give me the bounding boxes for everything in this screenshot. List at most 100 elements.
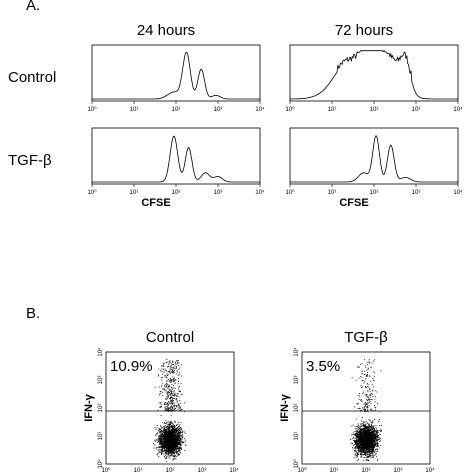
dot xyxy=(176,440,178,442)
dot xyxy=(367,427,369,429)
dot xyxy=(356,434,357,436)
dot xyxy=(176,438,177,440)
dot xyxy=(167,430,169,432)
dot xyxy=(368,428,370,429)
dot xyxy=(166,422,167,424)
dot xyxy=(368,449,370,451)
dot xyxy=(356,439,358,441)
dot xyxy=(178,378,179,380)
dot xyxy=(353,434,355,436)
dot xyxy=(368,450,370,452)
dot xyxy=(172,438,173,440)
dot xyxy=(167,403,169,405)
dot xyxy=(169,432,170,434)
dot xyxy=(173,379,174,381)
dot xyxy=(165,408,167,409)
dot xyxy=(365,398,367,400)
dot xyxy=(171,453,173,455)
dot xyxy=(170,393,171,395)
dot xyxy=(163,453,165,455)
dot xyxy=(159,435,161,437)
dot xyxy=(355,439,357,441)
dot xyxy=(168,428,170,430)
dot xyxy=(355,431,357,433)
dot xyxy=(166,427,168,429)
dot xyxy=(176,405,178,407)
dot xyxy=(359,447,361,449)
dot xyxy=(366,431,368,433)
dot xyxy=(370,438,372,440)
dot xyxy=(368,444,369,446)
dot xyxy=(172,428,174,429)
dot xyxy=(176,398,177,400)
dot xyxy=(172,429,173,431)
dot xyxy=(358,447,360,448)
dot xyxy=(179,407,180,409)
dot xyxy=(374,443,375,445)
dot xyxy=(365,423,367,425)
dot xyxy=(365,451,367,453)
dot xyxy=(368,439,370,441)
dot xyxy=(166,445,167,447)
dot xyxy=(180,438,181,440)
dot xyxy=(366,430,367,432)
dot xyxy=(161,427,162,429)
dot xyxy=(167,392,169,394)
dot xyxy=(161,451,163,453)
dot xyxy=(374,433,375,435)
dot xyxy=(167,442,169,443)
dot xyxy=(370,396,372,398)
dot xyxy=(164,447,165,449)
dot xyxy=(166,435,168,437)
dot xyxy=(167,443,169,445)
dot xyxy=(359,441,361,443)
dot xyxy=(172,403,174,405)
y-tick-label: 10⁴ xyxy=(97,347,104,357)
dot xyxy=(170,393,172,394)
dot xyxy=(351,442,353,444)
dot xyxy=(356,445,358,447)
dot xyxy=(175,446,177,448)
dot xyxy=(174,420,176,422)
dot xyxy=(367,459,369,461)
dot xyxy=(375,425,377,427)
dot xyxy=(170,429,172,430)
dot xyxy=(369,438,371,440)
dot xyxy=(353,440,354,442)
histogram-curve xyxy=(290,135,458,183)
dot xyxy=(358,445,360,447)
dot xyxy=(171,447,173,449)
dot xyxy=(177,436,179,438)
dot xyxy=(172,394,174,396)
histogram-frame xyxy=(289,127,459,185)
dot xyxy=(379,440,381,442)
dot xyxy=(165,386,167,388)
dot xyxy=(355,450,357,452)
dot xyxy=(366,436,368,437)
dot xyxy=(367,407,369,409)
dot xyxy=(164,435,165,437)
dot xyxy=(165,375,167,377)
dot xyxy=(168,442,170,444)
dot xyxy=(166,432,168,434)
dot xyxy=(169,435,171,437)
dot xyxy=(170,442,171,444)
dot xyxy=(170,421,172,423)
dot xyxy=(374,375,376,377)
dot xyxy=(172,409,174,411)
dot xyxy=(179,405,181,407)
dot xyxy=(162,431,164,432)
dot xyxy=(170,431,172,433)
dot xyxy=(377,437,379,439)
dot xyxy=(162,430,164,432)
dot xyxy=(366,404,368,406)
dot xyxy=(359,448,361,449)
dot xyxy=(367,456,369,457)
dot xyxy=(177,438,178,440)
dot xyxy=(162,450,164,452)
dot xyxy=(355,379,357,381)
dot xyxy=(160,434,162,435)
dot xyxy=(169,433,170,435)
dot xyxy=(163,445,165,447)
y-tick-label: 10⁰ xyxy=(97,459,104,469)
